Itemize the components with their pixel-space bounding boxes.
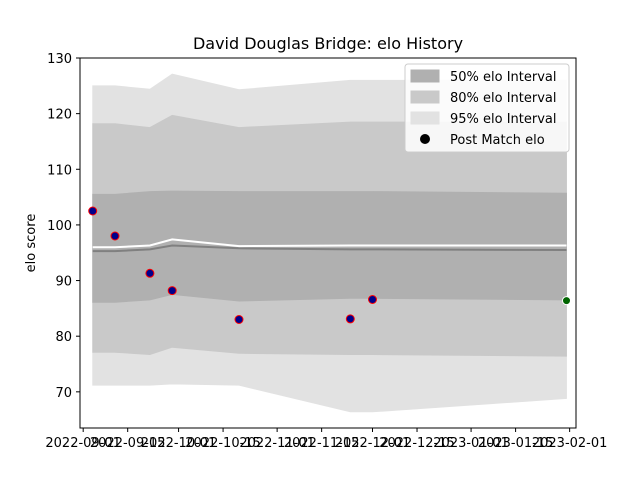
x-tick-label: 2022-12-15 [379, 436, 455, 451]
y-tick-label: 90 [55, 275, 72, 290]
y-tick-label: 120 [47, 108, 72, 123]
x-tick-label: 2022-09-15 [90, 436, 166, 451]
post-match-elo-point [234, 315, 244, 324]
legend-swatch [410, 90, 440, 104]
x-axis: 2022-09-012022-09-152022-10-012022-10-15… [45, 428, 607, 451]
legend-swatch [410, 111, 440, 125]
median-line [92, 244, 567, 253]
x-tick-label: 2023-01-15 [478, 436, 554, 451]
legend-marker [420, 134, 430, 144]
y-tick-label: 130 [47, 52, 72, 67]
y-tick-label: 100 [47, 219, 72, 234]
post-match-elo-point [562, 296, 571, 306]
post-match-elo-point [345, 314, 355, 324]
post-match-elo-point [110, 231, 120, 241]
post-match-elo-point [88, 206, 98, 216]
x-tick-label: 2022-11-01 [239, 436, 315, 451]
axes-frame [79, 57, 577, 429]
x-tick-label: 2022-11-15 [284, 436, 360, 451]
chart-title: David Douglas Bridge: elo History [193, 34, 463, 53]
x-tick-label: 2023-01-01 [433, 436, 509, 451]
y-axis: 70 80 90 100 110 120 130 [47, 52, 80, 401]
legend-label: 50% elo Interval [450, 70, 557, 85]
y-axis-label: elo score [24, 214, 39, 273]
legend-box [404, 63, 570, 153]
post-match-elo-point [167, 286, 177, 296]
legend: 50% elo Interval 80% elo Interval 95% elo … [404, 63, 570, 153]
plot-area [88, 73, 571, 413]
post-match-elo-point [145, 268, 155, 278]
x-tick-label: 2022-10-15 [185, 436, 261, 451]
legend-label: Post Match elo [450, 133, 545, 148]
legend-swatch [410, 69, 440, 83]
x-tick-label: 2023-02-01 [532, 436, 608, 451]
x-tick-label: 2022-09-01 [45, 436, 121, 451]
y-tick-label: 110 [47, 163, 72, 178]
y-tick-label: 80 [55, 330, 72, 345]
x-tick-label: 2022-12-01 [335, 436, 411, 451]
legend-label: 80% elo Interval [450, 91, 557, 106]
legend-label: 95% elo Interval [450, 112, 557, 127]
x-tick-label: 2022-10-01 [141, 436, 217, 451]
mean-line [92, 238, 567, 249]
post-match-elo-point [368, 295, 377, 304]
y-tick-label: 70 [55, 386, 72, 401]
